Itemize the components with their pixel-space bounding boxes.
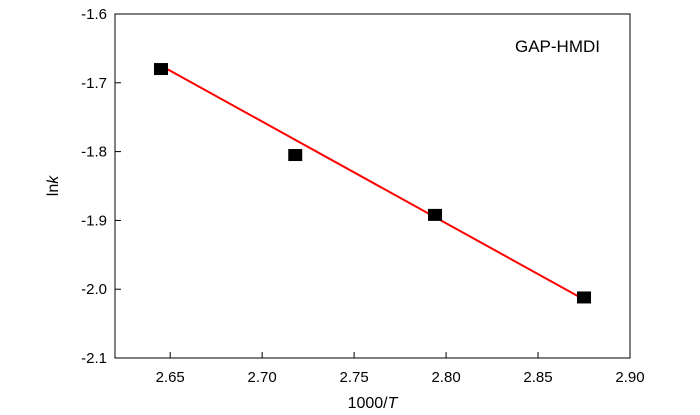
data-point xyxy=(288,149,303,162)
y-tick-label: -1.7 xyxy=(81,75,107,92)
x-tick-label: 2.90 xyxy=(615,369,644,386)
x-tick-label: 2.85 xyxy=(523,369,552,386)
x-tick-label: 2.80 xyxy=(431,369,460,386)
plot-frame xyxy=(114,13,631,359)
annotation-label: GAP-HMDI xyxy=(515,37,600,56)
y-tick-label: -1.9 xyxy=(81,212,107,229)
tick-layer: 2.65 2.70 2.75 2.80 2.85 2.90 -2.1 -2.0 -1.9 -1.8… xyxy=(81,6,644,386)
y-tick-label: -2.0 xyxy=(81,281,107,298)
y-tick-label: -1.6 xyxy=(81,6,107,23)
fit-line xyxy=(160,64,585,301)
marks-layer xyxy=(153,63,592,304)
x-tick-label: 2.70 xyxy=(248,369,277,386)
y-axis-label: lnk xyxy=(45,175,62,196)
x-axis-label: 1000/T xyxy=(348,395,399,412)
x-tick-label: 2.75 xyxy=(340,369,369,386)
y-tick-label: -2.1 xyxy=(81,350,107,367)
data-point xyxy=(153,63,168,76)
data-point xyxy=(428,208,443,221)
x-tick-label: 2.65 xyxy=(156,369,185,386)
y-tick-label: -1.8 xyxy=(81,144,107,161)
data-point xyxy=(577,291,592,304)
